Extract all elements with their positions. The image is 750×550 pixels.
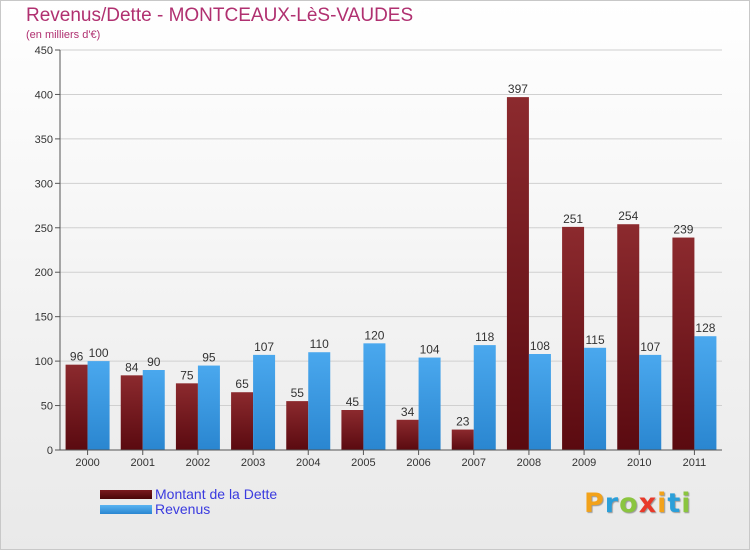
bar-debt [65, 364, 88, 450]
data-label-revenue: 107 [254, 340, 274, 354]
bar-revenue [418, 357, 441, 450]
y-tick-label: 300 [35, 178, 53, 190]
data-label-debt: 55 [291, 386, 305, 400]
x-tick-label: 2000 [75, 457, 99, 469]
logo-letter: r [604, 488, 620, 519]
data-label-debt: 65 [235, 377, 249, 391]
data-label-debt: 45 [346, 395, 360, 409]
x-tick-label: 2008 [517, 457, 541, 469]
bar-debt [120, 375, 143, 450]
bar-debt [617, 224, 640, 450]
data-label-revenue: 118 [475, 330, 494, 344]
legend-label-revenue: Revenus [155, 501, 211, 517]
x-tick-label: 2005 [351, 457, 375, 469]
x-tick-label: 2002 [186, 457, 210, 469]
bar-revenue [694, 336, 717, 450]
y-tick-label: 450 [35, 45, 53, 57]
data-label-debt: 254 [618, 209, 638, 223]
data-label-debt: 84 [125, 360, 139, 374]
bar-debt [562, 226, 585, 450]
logo-letter: t [667, 488, 682, 519]
data-label-debt: 251 [563, 212, 583, 226]
bar-revenue [308, 352, 331, 450]
y-tick-label: 0 [47, 445, 53, 457]
y-tick-label: 400 [35, 89, 53, 101]
chart-subtitle: (en milliers d'€) [26, 29, 101, 41]
data-label-revenue: 107 [640, 340, 660, 354]
x-tick-label: 2001 [131, 457, 155, 469]
data-label-revenue: 108 [530, 339, 550, 353]
bar-revenue [528, 354, 551, 450]
x-tick-label: 2003 [241, 457, 265, 469]
data-label-revenue: 120 [364, 328, 384, 342]
legend-swatch-debt [100, 490, 152, 499]
y-tick-label: 150 [35, 312, 53, 324]
bar-revenue [142, 370, 165, 450]
logo-letter: i [681, 488, 692, 519]
bar-revenue [197, 365, 220, 450]
data-label-revenue: 115 [586, 333, 605, 347]
y-tick-label: 200 [35, 267, 53, 279]
proxiti-logo: Proxiti [584, 488, 692, 519]
x-tick-label: 2007 [462, 457, 486, 469]
bar-debt [396, 419, 419, 450]
legend-label-debt: Montant de la Dette [155, 486, 278, 502]
bar-revenue [639, 354, 662, 450]
bar-debt [341, 410, 364, 450]
bar-debt [231, 392, 254, 450]
bar-revenue [253, 354, 276, 450]
x-tick-label: 2010 [627, 457, 651, 469]
data-label-debt: 239 [673, 223, 693, 237]
data-label-debt: 34 [401, 405, 415, 419]
bar-revenue [87, 361, 110, 450]
bar-debt [286, 401, 309, 450]
x-tick-label: 2006 [406, 457, 430, 469]
legend-swatch-revenue [100, 505, 152, 514]
data-label-debt: 23 [456, 415, 470, 429]
logo-letter: x [638, 488, 658, 519]
x-tick-label: 2004 [296, 457, 320, 469]
x-tick-label: 2009 [572, 457, 596, 469]
chart-title: Revenus/Dette - MONTCEAUX-LèS-VAUDES [26, 5, 414, 26]
y-tick-label: 50 [41, 401, 53, 413]
data-label-revenue: 128 [695, 321, 715, 335]
bar-debt [451, 429, 474, 450]
data-label-revenue: 100 [89, 346, 109, 360]
y-tick-label: 100 [35, 356, 53, 368]
bar-debt [175, 383, 198, 450]
y-tick-label: 350 [35, 134, 53, 146]
bar-revenue [584, 347, 607, 450]
bar-revenue [363, 343, 386, 450]
data-label-debt: 75 [180, 368, 194, 382]
bar-revenue [473, 345, 496, 450]
logo-letter: i [657, 488, 668, 519]
y-tick-label: 250 [35, 223, 53, 235]
bar-debt [672, 237, 695, 450]
logo-letter: o [619, 488, 639, 519]
data-label-revenue: 95 [202, 351, 216, 365]
data-label-revenue: 110 [310, 337, 329, 351]
data-label-revenue: 90 [147, 355, 161, 369]
logo-letter: P [584, 488, 605, 519]
data-label-debt: 397 [508, 82, 528, 96]
data-label-revenue: 104 [420, 343, 440, 357]
x-tick-label: 2011 [683, 457, 707, 469]
bar-debt [506, 97, 529, 450]
data-label-debt: 96 [70, 350, 84, 364]
